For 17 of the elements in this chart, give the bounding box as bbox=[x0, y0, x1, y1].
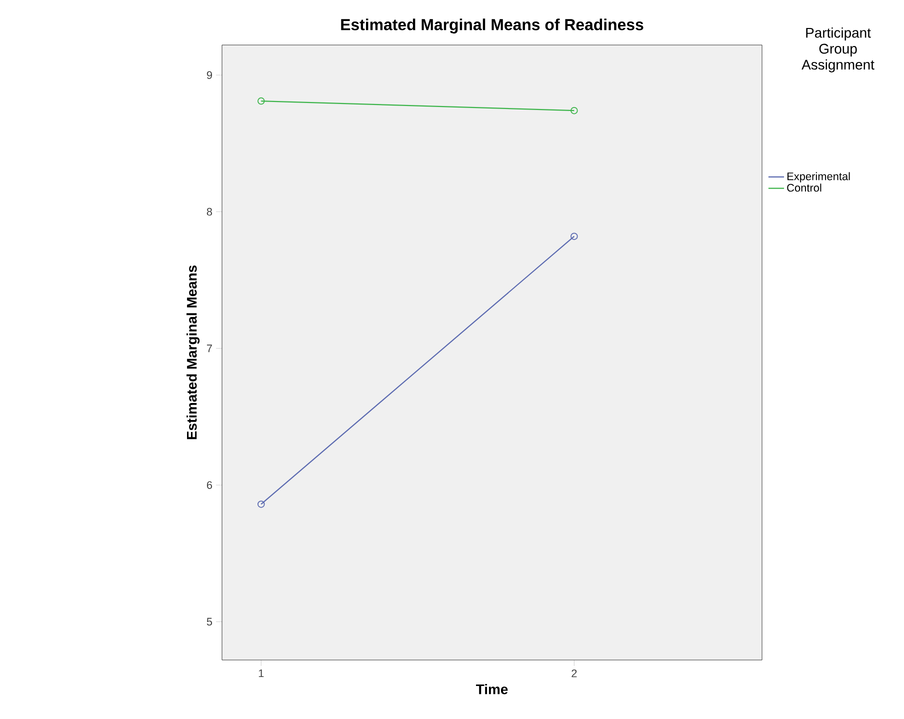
x-tick-label: 2 bbox=[572, 670, 577, 678]
y-axis-title: Estimated Marginal Means bbox=[186, 265, 200, 440]
y-tick-label: 8 bbox=[206, 208, 212, 216]
point bbox=[257, 500, 265, 508]
x-tick-label: 1 bbox=[258, 670, 264, 678]
legend-label: Control bbox=[787, 184, 822, 192]
y-tick-label: 5 bbox=[206, 618, 212, 626]
y-tick-label: 9 bbox=[206, 71, 212, 79]
point bbox=[257, 97, 265, 105]
legend-label: Experimental bbox=[787, 172, 850, 182]
x-axis-title: Time bbox=[476, 684, 508, 694]
legend-title: Participant Group Assignment bbox=[802, 28, 874, 72]
point bbox=[570, 232, 578, 240]
y-tick-label: 7 bbox=[206, 344, 212, 352]
point bbox=[570, 106, 578, 114]
chart-title: Estimated Marginal Means of Readiness bbox=[341, 18, 644, 34]
y-tick-label: 6 bbox=[206, 481, 212, 489]
